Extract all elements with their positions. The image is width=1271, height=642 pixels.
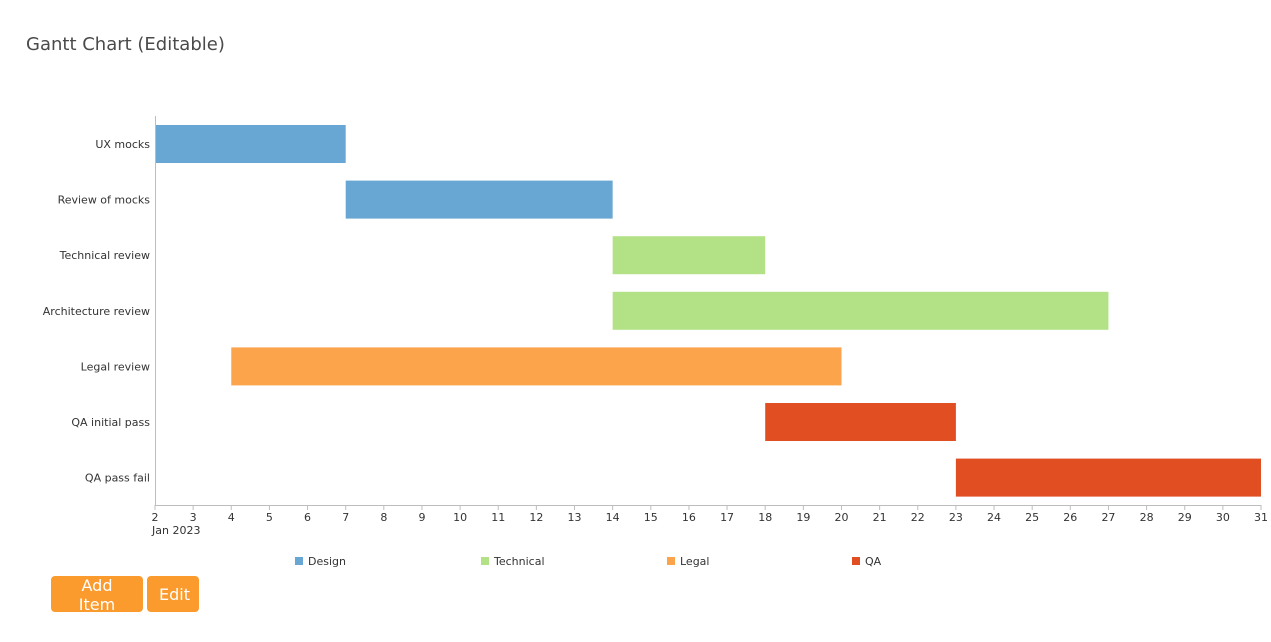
x-tick-label: 23 [949, 511, 963, 524]
task-label: Architecture review [43, 305, 150, 318]
x-tick-label: 30 [1216, 511, 1230, 524]
x-tick-label: 12 [529, 511, 543, 524]
task-bar[interactable] [155, 125, 346, 163]
x-tick-label: 28 [1140, 511, 1154, 524]
task-bar[interactable] [231, 347, 842, 386]
legend-label: Legal [680, 555, 709, 568]
x-tick-label: 17 [720, 511, 734, 524]
task-bar[interactable] [345, 180, 613, 219]
x-tick-label: 7 [342, 511, 349, 524]
add-item-button[interactable]: Add Item [51, 576, 143, 614]
x-tick-label: 29 [1178, 511, 1192, 524]
x-tick-label: 8 [380, 511, 387, 524]
task-bars [155, 125, 1261, 497]
x-tick-label: 27 [1101, 511, 1115, 524]
x-tick-label: 20 [834, 511, 848, 524]
task-label: Review of mocks [58, 194, 151, 207]
legend-label: QA [865, 555, 882, 568]
page-title: Gantt Chart (Editable) [26, 34, 225, 55]
x-axis: 2 3 4 5 6 7 8 9 10 11 12 13 14 15 16 17 18 19 20 21 22 23 24 25… [151, 116, 1268, 537]
x-tick-label: 3 [190, 511, 197, 524]
edit-button[interactable]: Edit [147, 576, 199, 612]
gantt-chart: UX mocks Review of mocks Technical review A… [43, 116, 1268, 568]
legend-label: Design [308, 555, 346, 568]
task-label: QA initial pass [71, 416, 150, 429]
x-tick-label: 26 [1063, 511, 1077, 524]
task-label: Legal review [81, 360, 150, 373]
x-tick-label: 6 [304, 511, 311, 524]
x-tick-label: 10 [453, 511, 467, 524]
legend-label: Technical [493, 555, 545, 568]
x-tick-label: 5 [266, 511, 273, 524]
x-tick-label: 2 [152, 511, 159, 524]
x-tick-label: 4 [228, 511, 235, 524]
legend-swatch [852, 557, 860, 565]
task-labels: UX mocks Review of mocks Technical review A… [43, 138, 150, 485]
x-tick-label: 13 [568, 511, 582, 524]
x-tick-label: 15 [644, 511, 658, 524]
task-label: UX mocks [95, 138, 150, 151]
x-axis-sublabel: Jan 2023 [151, 524, 200, 537]
legend-swatch [481, 557, 489, 565]
x-tick-label: 22 [911, 511, 925, 524]
x-tick-label: 18 [758, 511, 772, 524]
legend: Design Technical Legal QA [295, 555, 882, 568]
task-bar[interactable] [612, 236, 766, 275]
x-tick-label: 14 [606, 511, 620, 524]
task-bar[interactable] [955, 458, 1261, 497]
task-bar[interactable] [765, 403, 956, 441]
x-tick-label: 25 [1025, 511, 1039, 524]
legend-swatch [667, 557, 675, 565]
legend-swatch [295, 557, 303, 565]
x-tick-label: 21 [873, 511, 887, 524]
task-label: QA pass fail [85, 472, 150, 485]
x-tick-label: 24 [987, 511, 1001, 524]
x-tick-label: 19 [796, 511, 810, 524]
task-bar[interactable] [612, 291, 1109, 330]
x-tick-label: 11 [491, 511, 505, 524]
x-tick-label: 31 [1254, 511, 1268, 524]
task-label: Technical review [59, 249, 150, 262]
x-tick-label: 9 [418, 511, 425, 524]
x-tick-label: 16 [682, 511, 696, 524]
